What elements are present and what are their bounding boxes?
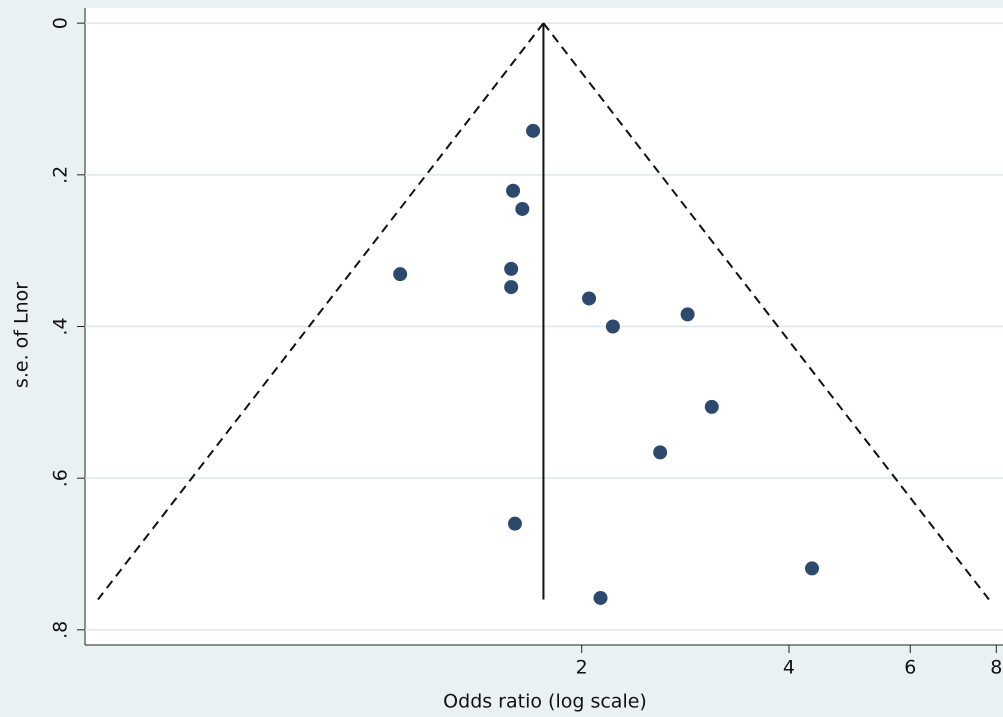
x-tick-label: 6 [904, 657, 916, 679]
study-point [605, 319, 620, 334]
study-point [582, 291, 597, 306]
study-point [680, 307, 695, 322]
funnel-limit [97, 22, 545, 601]
study-point [393, 267, 408, 282]
y-tick-label: .8 [50, 621, 72, 639]
y-tick-label: .6 [50, 469, 72, 487]
study-point [593, 590, 608, 605]
study-point [515, 201, 530, 216]
x-tick-label: 8 [990, 657, 1002, 679]
study-point [507, 516, 522, 531]
y-tick-label: 0 [50, 17, 72, 29]
study-point [526, 123, 541, 138]
x-tick-label: 2 [576, 657, 588, 679]
study-point [504, 280, 519, 295]
x-axis-label: Odds ratio (log scale) [443, 691, 647, 713]
study-point [504, 261, 519, 276]
y-tick-label: .2 [50, 166, 72, 184]
study-point [506, 183, 521, 198]
y-tick-label: .4 [50, 317, 72, 335]
study-point [804, 561, 819, 576]
x-tick-label: 4 [783, 657, 795, 679]
study-point [653, 445, 668, 460]
funnel-limit [542, 22, 990, 601]
y-axis-label: s.e. of Lnor [11, 282, 33, 388]
study-point [704, 399, 719, 414]
